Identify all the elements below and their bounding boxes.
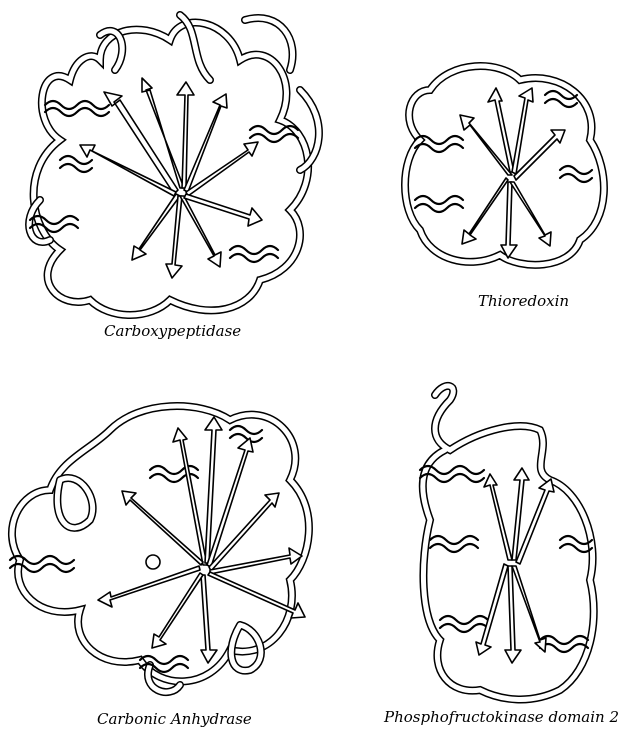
caption-phosphofructokinase: Phosphofructokinase domain 2	[384, 708, 620, 726]
carboxypeptidase-strands	[79, 77, 263, 279]
caption-carboxypeptidase: Carboxypeptidase	[104, 322, 242, 340]
phosphofructokinase-strands	[475, 467, 555, 664]
carbonic-anhydrase-strands	[97, 416, 306, 664]
thioredoxin-strands	[459, 87, 566, 259]
caption-carbonic-anhydrase: Carbonic Anhydrase	[97, 710, 252, 728]
zinc-ion-marker	[145, 554, 161, 570]
carbonic-anhydrase-structure	[7, 402, 313, 697]
caption-thioredoxin: Thioredoxin	[478, 292, 570, 310]
thioredoxin-structure	[401, 62, 608, 269]
phosphofructokinase-structure	[418, 382, 598, 704]
carboxypeptidase-loops	[25, 11, 323, 319]
carboxypeptidase-structure	[25, 11, 323, 319]
